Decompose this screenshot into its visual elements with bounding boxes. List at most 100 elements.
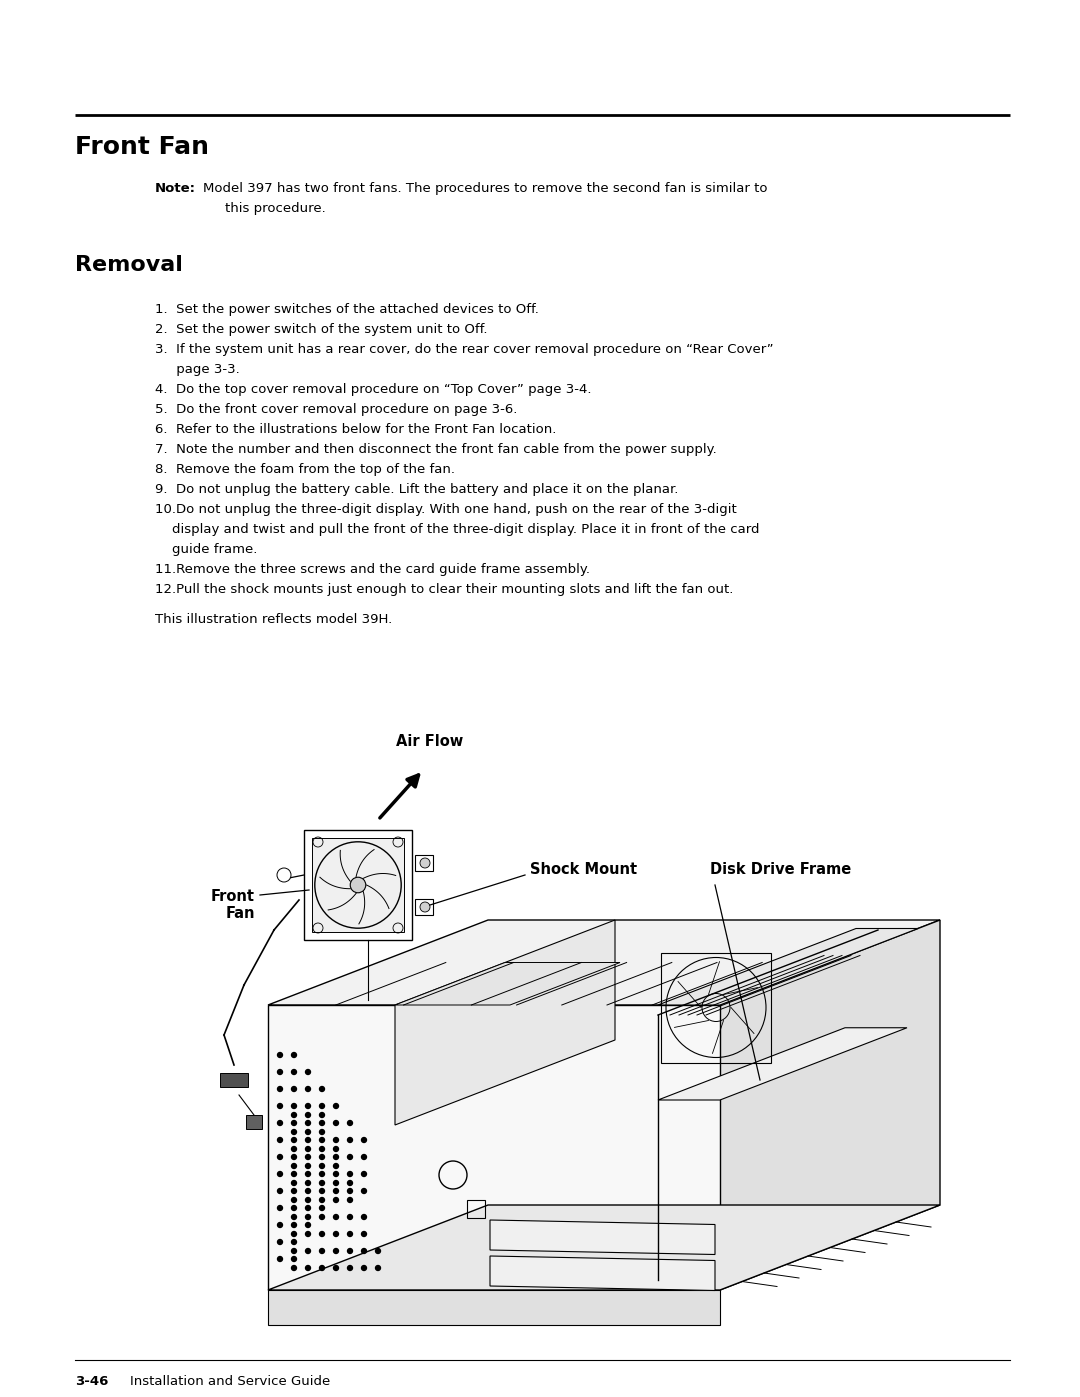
Circle shape — [320, 1104, 324, 1108]
Circle shape — [320, 1206, 324, 1210]
Text: Front Fan: Front Fan — [75, 136, 210, 159]
Circle shape — [306, 1222, 310, 1228]
Circle shape — [320, 1087, 324, 1091]
Circle shape — [306, 1172, 310, 1176]
Circle shape — [292, 1266, 297, 1270]
Circle shape — [334, 1180, 338, 1186]
Polygon shape — [658, 1028, 907, 1099]
Text: this procedure.: this procedure. — [225, 203, 326, 215]
Circle shape — [278, 1137, 283, 1143]
Circle shape — [362, 1189, 366, 1193]
Circle shape — [278, 1070, 283, 1074]
Polygon shape — [395, 963, 620, 1004]
Circle shape — [320, 1197, 324, 1203]
Circle shape — [362, 1154, 366, 1160]
Circle shape — [348, 1214, 352, 1220]
Circle shape — [278, 1052, 283, 1058]
Circle shape — [334, 1249, 338, 1253]
Circle shape — [292, 1087, 297, 1091]
Text: Removal: Removal — [75, 256, 183, 275]
Circle shape — [292, 1249, 297, 1253]
Circle shape — [278, 1239, 283, 1245]
Circle shape — [306, 1137, 310, 1143]
Circle shape — [292, 1154, 297, 1160]
Text: 10.Do not unplug the three-digit display. With one hand, push on the rear of the: 10.Do not unplug the three-digit display… — [156, 503, 737, 515]
Polygon shape — [658, 929, 918, 1004]
Polygon shape — [395, 921, 615, 1125]
Circle shape — [306, 1214, 310, 1220]
Circle shape — [292, 1197, 297, 1203]
Circle shape — [292, 1164, 297, 1168]
Circle shape — [278, 1172, 283, 1176]
Circle shape — [334, 1137, 338, 1143]
Circle shape — [334, 1197, 338, 1203]
Text: 1.  Set the power switches of the attached devices to Off.: 1. Set the power switches of the attache… — [156, 303, 539, 316]
Circle shape — [306, 1249, 310, 1253]
Circle shape — [292, 1214, 297, 1220]
Circle shape — [320, 1214, 324, 1220]
Circle shape — [362, 1172, 366, 1176]
Text: Air Flow: Air Flow — [396, 735, 463, 750]
Circle shape — [292, 1222, 297, 1228]
Polygon shape — [415, 900, 433, 915]
Circle shape — [306, 1180, 310, 1186]
Circle shape — [292, 1120, 297, 1126]
Circle shape — [292, 1256, 297, 1261]
Circle shape — [334, 1214, 338, 1220]
Circle shape — [278, 1104, 283, 1108]
Text: This illustration reflects model 39H.: This illustration reflects model 39H. — [156, 613, 392, 626]
Circle shape — [350, 877, 366, 893]
Circle shape — [420, 902, 430, 912]
Circle shape — [292, 1104, 297, 1108]
Circle shape — [278, 1222, 283, 1228]
Text: 3.  If the system unit has a rear cover, do the rear cover removal procedure on : 3. If the system unit has a rear cover, … — [156, 344, 773, 356]
Circle shape — [278, 1120, 283, 1126]
Circle shape — [334, 1266, 338, 1270]
Text: 12.Pull the shock mounts just enough to clear their mounting slots and lift the : 12.Pull the shock mounts just enough to … — [156, 583, 733, 597]
Circle shape — [278, 1256, 283, 1261]
Text: 5.  Do the front cover removal procedure on page 3-6.: 5. Do the front cover removal procedure … — [156, 402, 517, 416]
Circle shape — [292, 1180, 297, 1186]
Polygon shape — [220, 1073, 248, 1087]
Circle shape — [348, 1154, 352, 1160]
Circle shape — [278, 1189, 283, 1193]
Circle shape — [362, 1214, 366, 1220]
Circle shape — [292, 1206, 297, 1210]
Text: 6.  Refer to the illustrations below for the Front Fan location.: 6. Refer to the illustrations below for … — [156, 423, 556, 436]
Circle shape — [306, 1112, 310, 1118]
Circle shape — [334, 1104, 338, 1108]
Circle shape — [320, 1180, 324, 1186]
Text: 9.  Do not unplug the battery cable. Lift the battery and place it on the planar: 9. Do not unplug the battery cable. Lift… — [156, 483, 678, 496]
Circle shape — [348, 1266, 352, 1270]
Circle shape — [306, 1197, 310, 1203]
Circle shape — [348, 1197, 352, 1203]
Text: Front
Fan: Front Fan — [211, 888, 255, 921]
Circle shape — [306, 1130, 310, 1134]
Circle shape — [320, 1172, 324, 1176]
Text: 11.Remove the three screws and the card guide frame assembly.: 11.Remove the three screws and the card … — [156, 563, 590, 576]
Circle shape — [292, 1070, 297, 1074]
Circle shape — [276, 868, 291, 882]
Circle shape — [292, 1112, 297, 1118]
Text: 7.  Note the number and then disconnect the front fan cable from the power suppl: 7. Note the number and then disconnect t… — [156, 443, 717, 455]
Circle shape — [334, 1120, 338, 1126]
Circle shape — [292, 1130, 297, 1134]
Circle shape — [320, 1266, 324, 1270]
Circle shape — [306, 1154, 310, 1160]
Circle shape — [348, 1232, 352, 1236]
Text: Installation and Service Guide: Installation and Service Guide — [130, 1375, 330, 1389]
Circle shape — [306, 1232, 310, 1236]
Text: 8.  Remove the foam from the top of the fan.: 8. Remove the foam from the top of the f… — [156, 462, 455, 476]
Circle shape — [306, 1104, 310, 1108]
Text: 4.  Do the top cover removal procedure on “Top Cover” page 3-4.: 4. Do the top cover removal procedure on… — [156, 383, 592, 395]
Circle shape — [306, 1206, 310, 1210]
Circle shape — [320, 1249, 324, 1253]
Circle shape — [278, 1087, 283, 1091]
Circle shape — [348, 1249, 352, 1253]
Polygon shape — [312, 838, 404, 932]
Circle shape — [320, 1189, 324, 1193]
Circle shape — [348, 1189, 352, 1193]
Circle shape — [320, 1164, 324, 1168]
Text: Disk Drive Frame: Disk Drive Frame — [710, 862, 851, 877]
Text: display and twist and pull the front of the three-digit display. Place it in fro: display and twist and pull the front of … — [156, 522, 759, 536]
